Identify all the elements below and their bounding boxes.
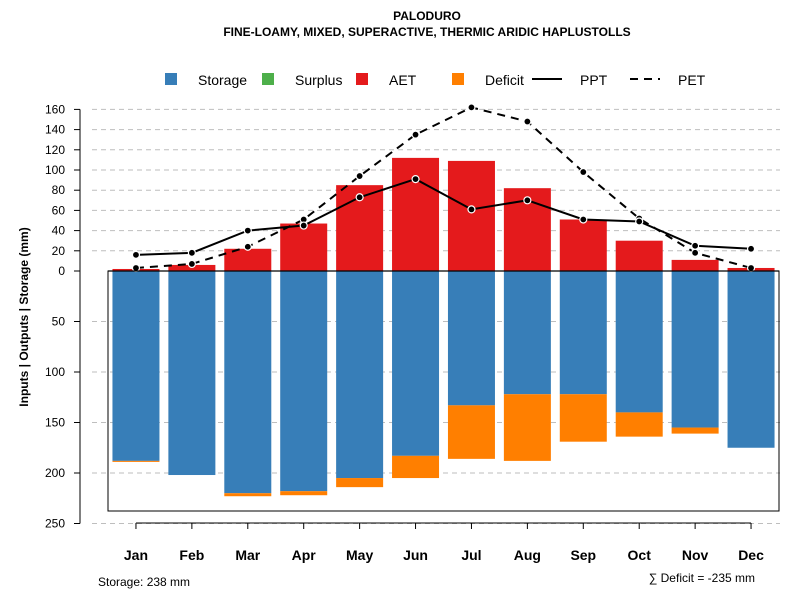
ppt-point <box>579 215 588 224</box>
ppt-point <box>355 193 364 202</box>
aet-bar <box>392 157 440 271</box>
y-tick-label: 100 <box>45 365 65 379</box>
legend-swatch <box>452 73 464 85</box>
storage-bar <box>503 271 551 395</box>
ppt-point <box>411 174 420 184</box>
aet-bar <box>671 259 719 271</box>
y-axis-title: Inputs | Outputs | Storage (mm) <box>17 227 31 406</box>
legend-label: PPT <box>580 72 608 88</box>
pet-point <box>467 103 476 112</box>
y-tick-label: 160 <box>45 102 65 116</box>
y-tick-label: 50 <box>52 315 66 329</box>
x-tick-label: Oct <box>628 547 652 563</box>
ppt-line <box>135 178 752 256</box>
ppt-point <box>467 205 476 214</box>
legend-label: Storage <box>198 72 247 88</box>
storage-bar <box>559 271 607 395</box>
pet-point <box>691 248 700 257</box>
pet-point <box>355 171 364 181</box>
pet-point <box>411 130 420 139</box>
y-tick-label: 200 <box>45 466 65 480</box>
storage-bar <box>727 271 775 448</box>
ppt-point <box>243 226 252 235</box>
x-tick-label: Sep <box>570 547 596 563</box>
deficit-bar <box>615 412 663 437</box>
x-tick-label: Jul <box>461 547 481 563</box>
ppt-point <box>746 244 756 253</box>
x-tick-label: Feb <box>179 547 204 563</box>
bars <box>112 157 775 497</box>
ppt-point <box>187 248 196 257</box>
storage-bar <box>224 271 272 494</box>
pet-point <box>523 117 532 126</box>
storage-bar <box>336 271 384 479</box>
storage-bar <box>112 271 160 461</box>
deficit-bar <box>224 493 272 497</box>
x-tick-label: Aug <box>514 547 541 563</box>
legend-swatch <box>356 73 368 85</box>
deficit-bar <box>671 427 719 434</box>
y-tick-label: 150 <box>45 416 65 430</box>
aet-bar <box>447 160 495 271</box>
storage-bar <box>392 271 440 456</box>
deficit-bar <box>447 405 495 459</box>
deficit-bar <box>503 394 551 461</box>
y-tick-label: 80 <box>52 183 66 197</box>
series-lines <box>131 103 756 273</box>
x-tick-label: Mar <box>235 547 260 563</box>
ppt-point <box>635 217 644 226</box>
storage-bar <box>447 271 495 406</box>
storage-total-label: Storage: 238 mm <box>98 575 190 589</box>
x-tick-label: Jan <box>124 547 148 563</box>
aet-bar <box>224 248 272 271</box>
storage-frame <box>107 270 780 512</box>
legend-label: PET <box>678 72 706 88</box>
deficit-bar <box>112 460 160 462</box>
y-tick-label: 0 <box>58 264 65 278</box>
pet-point <box>243 242 252 251</box>
aet-bar <box>615 240 663 271</box>
ppt-point <box>691 241 700 250</box>
deficit-total-label: ∑ Deficit = -235 mm <box>649 571 755 585</box>
deficit-bar <box>336 478 384 488</box>
legend-swatch <box>262 73 274 85</box>
ppt-point <box>131 250 141 259</box>
legend-label: Deficit <box>485 72 524 88</box>
chart-title: PALODURO <box>393 9 461 23</box>
x-tick-label: May <box>346 547 373 563</box>
aet-bar <box>280 223 328 271</box>
storage-bar <box>280 271 328 492</box>
x-tick-label: Apr <box>292 547 317 563</box>
pet-point <box>187 259 196 269</box>
chart-subtitle: FINE-LOAMY, MIXED, SUPERACTIVE, THERMIC … <box>223 25 630 39</box>
deficit-bar <box>280 491 328 496</box>
storage-bar <box>615 271 663 413</box>
y-tick-label: 140 <box>45 123 65 137</box>
legend-label: AET <box>389 72 417 88</box>
deficit-bar <box>559 394 607 442</box>
y-tick-label: 60 <box>52 203 66 217</box>
aet-bar <box>559 219 607 271</box>
axes: 0 20 40 60 80 100 120 140 160 50 100 150 200 250 Jan Fe… <box>45 102 780 563</box>
legend-swatch <box>165 73 177 85</box>
x-tick-label: Jun <box>403 547 428 563</box>
pet-point <box>579 167 588 177</box>
x-tick-label: Nov <box>682 547 709 563</box>
y-tick-label: 20 <box>52 244 66 258</box>
legend-label: Surplus <box>295 72 342 88</box>
deficit-bar <box>392 455 440 479</box>
pet-line <box>135 106 752 269</box>
x-tick-label: Dec <box>738 547 764 563</box>
ppt-point <box>299 221 308 230</box>
ppt-point <box>523 196 532 205</box>
y-tick-label: 100 <box>45 163 65 177</box>
legend: Storage Surplus AET Deficit PPT PET <box>165 72 706 88</box>
storage-bar <box>671 271 719 428</box>
y-tick-label: 250 <box>45 517 65 531</box>
y-tick-label: 120 <box>45 143 65 157</box>
storage-bar <box>168 271 216 476</box>
y-tick-label: 40 <box>52 224 66 238</box>
